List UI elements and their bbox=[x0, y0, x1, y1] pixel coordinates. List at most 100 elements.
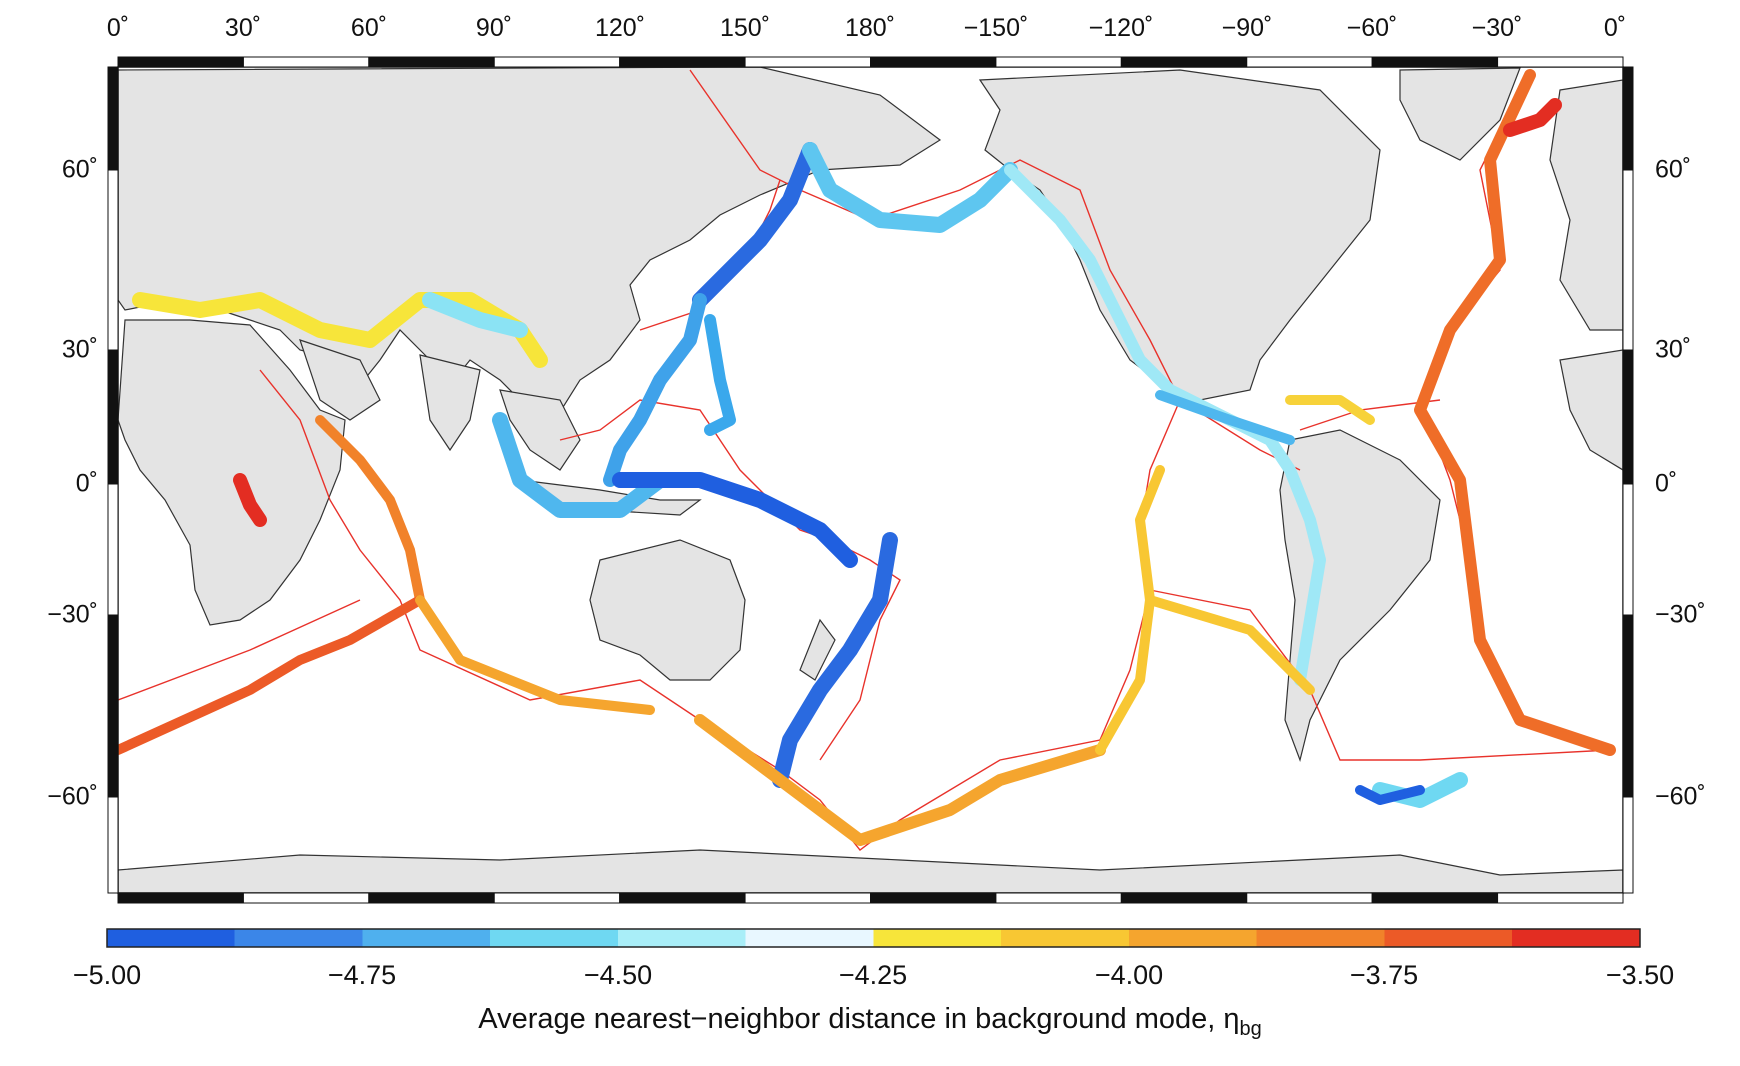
frame-bar-segment bbox=[107, 614, 119, 798]
band-tibet bbox=[422, 292, 528, 338]
band-southwest-indian bbox=[118, 595, 425, 755]
frame-bar-segment bbox=[1622, 349, 1634, 485]
landmass-africa-west bbox=[1559, 349, 1623, 471]
landmass-antarctica bbox=[118, 849, 1623, 893]
landmass-southeast-asia bbox=[499, 389, 581, 471]
lat-label: 60˚ bbox=[1655, 155, 1692, 184]
frame-bar-segment bbox=[744, 892, 871, 904]
frame-bar-segment bbox=[1371, 56, 1499, 68]
lat-label: −30˚ bbox=[47, 600, 98, 629]
frame-bar-segment bbox=[242, 892, 370, 904]
lon-label: 30˚ bbox=[224, 14, 262, 42]
frame-bar-segment bbox=[1120, 892, 1248, 904]
colorbar-title: Average nearest−neighbor distance in bac… bbox=[0, 1003, 1740, 1041]
frame-bar-segment bbox=[117, 56, 244, 68]
frame-bar-segment bbox=[107, 169, 119, 351]
frame-bar-segment bbox=[242, 56, 370, 68]
lon-label: 0˚ bbox=[106, 14, 130, 42]
band-aleutians bbox=[802, 142, 1018, 233]
colorbar-title-main: Average nearest−neighbor distance in bac… bbox=[478, 1003, 1240, 1035]
frame-bar-segment bbox=[1371, 892, 1499, 904]
frame-bar-segment bbox=[619, 892, 746, 904]
lon-label: 150˚ bbox=[719, 14, 771, 42]
frame-bar-segment bbox=[1622, 614, 1634, 798]
colorbar-tick-label: −3.50 bbox=[1605, 960, 1675, 990]
lon-label: 90˚ bbox=[475, 14, 513, 42]
frame-bar-segment bbox=[870, 892, 997, 904]
lon-label: −30˚ bbox=[1471, 14, 1523, 42]
lat-label: 30˚ bbox=[1655, 335, 1692, 364]
frame-bar-segment bbox=[1246, 892, 1373, 904]
colorbar-tick-label: −4.00 bbox=[1094, 960, 1164, 990]
lon-label: 180˚ bbox=[844, 14, 896, 42]
landmass-africa bbox=[118, 319, 346, 626]
lon-label: −120˚ bbox=[1088, 14, 1154, 42]
frame-bar-segment bbox=[1497, 892, 1624, 904]
lon-label: −150˚ bbox=[963, 14, 1029, 42]
frame-bar-segment bbox=[117, 892, 244, 904]
band-tonga bbox=[772, 532, 898, 788]
lat-label: −60˚ bbox=[47, 782, 98, 811]
frame-bar-segment bbox=[107, 796, 119, 894]
band-kuril-kamchatka bbox=[692, 142, 818, 308]
lon-label: 120˚ bbox=[594, 14, 646, 42]
band-pacific-antarctic bbox=[694, 714, 1106, 846]
lat-label: −30˚ bbox=[1655, 600, 1706, 629]
landmass-india bbox=[419, 354, 481, 452]
band-central-america bbox=[1155, 390, 1295, 445]
frame-bar-segment bbox=[107, 66, 119, 171]
frame-bar-segment bbox=[619, 56, 746, 68]
lon-label: 60˚ bbox=[350, 14, 388, 42]
lon-label: 0˚ bbox=[1603, 14, 1627, 42]
frame-bar-segment bbox=[368, 56, 495, 68]
band-chile-rise bbox=[1145, 595, 1315, 695]
lon-label: −90˚ bbox=[1221, 14, 1273, 42]
band-southeast-indian bbox=[415, 595, 655, 715]
frame-bar-segment bbox=[1622, 483, 1634, 616]
frame-bar-segment bbox=[870, 56, 997, 68]
band-izu-mariana bbox=[704, 314, 736, 436]
frame-bar-segment bbox=[1622, 169, 1634, 351]
frame-bars bbox=[107, 56, 1634, 904]
colorbar-tick-label: −4.75 bbox=[327, 960, 397, 990]
landmass-south-america bbox=[1279, 429, 1441, 763]
frame-bar-segment bbox=[1120, 56, 1248, 68]
band-carlsberg-central-indian bbox=[315, 415, 425, 605]
lat-label: 60˚ bbox=[61, 155, 98, 184]
band-caribbean bbox=[1285, 395, 1375, 425]
frame-bar-segment bbox=[493, 892, 621, 904]
frame-bar-segment bbox=[995, 892, 1122, 904]
frame-bar-segment bbox=[1622, 66, 1634, 171]
frame-bar-segment bbox=[493, 56, 621, 68]
landmass-europe-west bbox=[1549, 79, 1623, 331]
colorbar-tick-label: −3.75 bbox=[1349, 960, 1419, 990]
lon-label: −60˚ bbox=[1346, 14, 1398, 42]
frame-bar-segment bbox=[107, 483, 119, 616]
colorbar-gradient bbox=[106, 928, 1641, 948]
band-east-african-rift bbox=[233, 473, 267, 527]
colorbar-tick-label: −4.50 bbox=[583, 960, 653, 990]
landmass-new-zealand bbox=[799, 618, 836, 681]
frame-bar-segment bbox=[368, 892, 495, 904]
frame-bar-segment bbox=[107, 349, 119, 485]
lat-label: −60˚ bbox=[1655, 782, 1706, 811]
band-banda-newguinea bbox=[612, 472, 858, 568]
band-japan-philippines bbox=[603, 293, 707, 487]
colorbar-tick-label: −5.00 bbox=[72, 960, 142, 990]
landmass-greenland bbox=[1399, 67, 1521, 161]
colorbar-title-subscript: bg bbox=[1239, 1017, 1262, 1040]
band-mid-atlantic bbox=[1414, 69, 1616, 756]
frame-bar-segment bbox=[1497, 56, 1624, 68]
band-sunda bbox=[492, 412, 668, 518]
lat-label: 0˚ bbox=[75, 469, 98, 498]
frame-bar-segment bbox=[744, 56, 871, 68]
band-iceland bbox=[1503, 98, 1562, 137]
seismicity-bands bbox=[118, 69, 1616, 846]
landmass-arabia bbox=[299, 339, 381, 421]
colorbar-tick-label: −4.25 bbox=[838, 960, 908, 990]
band-south-sandwich bbox=[1355, 785, 1425, 805]
lat-label: 0˚ bbox=[1655, 469, 1678, 498]
lat-label: 30˚ bbox=[61, 335, 98, 364]
frame-bar-segment bbox=[1246, 56, 1373, 68]
